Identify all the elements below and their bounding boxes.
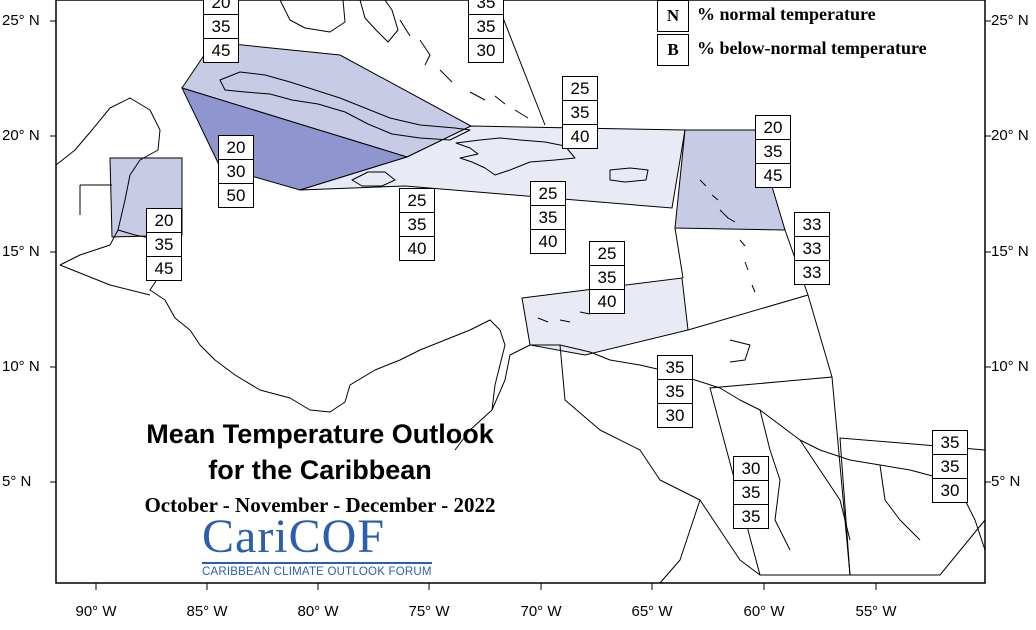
probability-value: 20 [219,136,253,160]
probability-value: 35 [469,0,503,15]
latitude-label: 20° N [991,127,1029,144]
probability-box-guyana: 30 35 35 [733,456,769,529]
probability-box-turks-caicos: 35 35 30 [468,0,504,63]
probability-value: 20 [756,116,790,140]
probability-value: 45 [763,166,783,185]
longitude-label: 55° W [855,603,897,620]
probability-value: 35 [741,507,761,526]
probability-value: 20 [204,0,238,15]
latitude-label: 15° N [2,243,40,260]
cuba-coast [219,71,471,141]
latitude-label: 25° N [2,12,40,29]
probability-value: 25 [400,189,434,213]
legend-text: % normal temperature [697,4,876,24]
puerto-rico-coast [609,167,649,183]
probability-value: 35 [933,431,967,455]
latitude-label: 10° N [991,358,1029,375]
legend-text: % below-normal temperature [697,38,927,58]
probability-value: 40 [407,239,427,258]
longitude-label: 80° W [297,603,339,620]
probability-value: 35 [400,213,434,237]
probability-value: 30 [734,457,768,481]
hispaniola-coast [455,137,576,176]
legend: N % normal temperature B % below-normal … [655,0,975,70]
latitude-label: 15° N [991,243,1029,260]
probability-value: 35 [531,206,565,230]
region-abc-islands [521,277,689,356]
probability-value: 35 [563,101,597,125]
probability-value: 35 [590,266,624,290]
map-title-line1: Mean Temperature Outlook [146,419,494,449]
probability-box-windward-islands: 33 33 33 [794,212,830,285]
longitude-label: 70° W [520,603,562,620]
legend-key: N [657,0,689,32]
latitude-label: 25° N [991,12,1029,29]
probability-value: 30 [219,160,253,184]
map-title-line2: for the Caribbean [208,455,432,485]
probability-box-abc-islands: 25 35 40 [589,241,625,314]
probability-value: 40 [538,232,558,251]
probability-box-suriname-french-guiana: 35 35 30 [932,430,968,503]
probability-value: 35 [756,140,790,164]
florida-coast [279,0,346,33]
legend-key: B [657,34,689,66]
probability-box-trinidad: 35 35 30 [657,355,693,428]
probability-box-jamaica-south: 25 35 40 [399,188,435,261]
probability-value: 50 [226,186,246,205]
probability-box-cuba-south-jamaica: 20 30 50 [218,135,254,208]
longitude-label: 75° W [408,603,450,620]
probability-value: 35 [204,15,238,39]
jamaica-coast [351,171,396,187]
probability-value: 35 [469,15,503,39]
probability-value: 25 [563,77,597,101]
probability-value: 30 [665,406,685,425]
longitude-label: 60° W [743,603,785,620]
probability-value: 25 [590,242,624,266]
probability-value: 20 [147,209,181,233]
probability-value: 25 [531,182,565,206]
probability-value: 45 [211,41,231,60]
legend-row-below: B % below-normal temperature [655,34,975,66]
probability-value: 40 [570,127,590,146]
longitude-label: 90° W [75,603,117,620]
logo-subtitle: CARIBBEAN CLIMATE OUTLOOK FORUM [202,566,432,578]
probability-value: 40 [597,292,617,311]
probability-box-leeward-islands: 20 35 45 [755,115,791,188]
probability-box-belize: 20 35 45 [146,208,182,281]
probability-value: 33 [795,213,829,237]
caricof-logo: CariCOF CARIBBEAN CLIMATE OUTLOOK FORUM [202,510,434,578]
outlook-regions [109,41,786,356]
latitude-label: 5° N [2,473,32,490]
map-frame [55,0,986,584]
logo-underline [202,562,432,564]
legend-row-normal: N % normal temperature [655,0,975,32]
probability-box-bahamas-north: 20 35 45 [203,0,239,63]
tick-marks [50,20,991,590]
latitude-label: 20° N [2,127,40,144]
map-period: October - November - December - 2022 [144,493,496,517]
probability-value: 45 [154,259,174,278]
latitude-label: 5° N [991,473,1021,490]
probability-value: 35 [658,380,692,404]
probability-box-hispaniola-south: 25 35 40 [530,181,566,254]
probability-value: 33 [795,237,829,261]
probability-box-hispaniola-north: 25 35 40 [562,76,598,149]
probability-value: 30 [940,481,960,500]
probability-value: 35 [933,455,967,479]
south-america-coast [491,344,986,551]
probability-value: 30 [476,41,496,60]
longitude-label: 85° W [186,603,228,620]
probability-value: 35 [734,481,768,505]
probability-value: 33 [802,263,822,282]
probability-value: 35 [147,233,181,257]
longitude-label: 65° W [631,603,673,620]
latitude-label: 10° N [2,358,40,375]
probability-value: 35 [658,356,692,380]
logo-wordmark: CariCOF [202,510,386,563]
